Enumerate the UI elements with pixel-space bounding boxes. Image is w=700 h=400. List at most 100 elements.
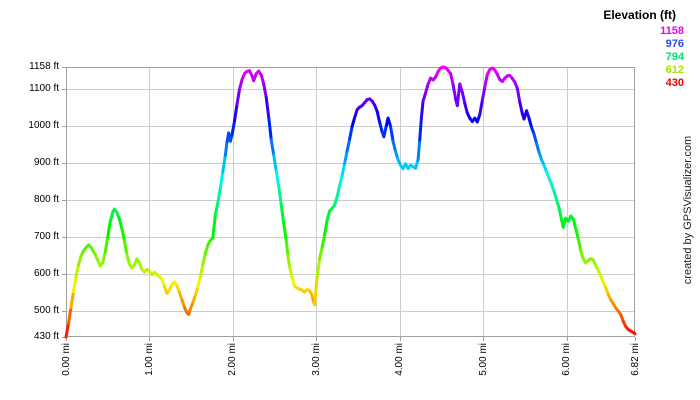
elevation-track-segment: [233, 102, 239, 123]
elevation-track-segment: [340, 161, 347, 177]
x-tick-label: 2.00 mi: [227, 343, 239, 376]
elevation-track-segment: [272, 153, 278, 173]
elevation-track-segment: [264, 95, 271, 119]
elevation-track-segment: [419, 99, 425, 119]
elevation-track-segment: [335, 184, 342, 199]
legend-item: 976: [665, 38, 684, 50]
elevation-track-segment: [201, 252, 207, 267]
elevation-track-segment: [238, 78, 244, 91]
elevation-track-segment: [122, 239, 129, 257]
elevation-track-segment: [515, 87, 522, 105]
elevation-track-segment: [478, 98, 484, 116]
elevation-track-segment: [527, 116, 534, 129]
elevation-track-segment: [64, 322, 71, 339]
elevation-track-segment: [532, 132, 539, 145]
elevation-track-segment: [106, 220, 112, 239]
elevation-track-segment: [218, 170, 225, 190]
legend: Elevation (ft) 1158 976 794 612 430: [603, 8, 684, 90]
elevation-track-segment: [262, 82, 268, 99]
elevation-track-segment: [274, 169, 281, 188]
elevation-track-segment: [389, 124, 395, 143]
elevation-track-segment: [451, 83, 458, 101]
elevation-track-segment: [571, 217, 578, 231]
elevation-track-segment: [518, 101, 524, 116]
y-tick-label: 900 ft: [33, 156, 59, 168]
x-tick-label: 4.00 mi: [394, 343, 406, 376]
elevation-track-segment: [67, 305, 73, 326]
x-tick-label: 3.00 mi: [310, 343, 322, 376]
elevation-track-segment: [69, 290, 76, 309]
elevation-track-segment: [463, 101, 469, 115]
elevation-track-segment: [72, 275, 78, 294]
elevation-track-segment: [284, 239, 290, 257]
legend-item: 1158: [660, 25, 684, 37]
elevation-track-segment: [424, 82, 430, 95]
elevation-track-segment: [449, 72, 455, 87]
elevation-track-segment: [348, 124, 354, 141]
plot-border: [66, 67, 635, 337]
elevation-track-segment: [103, 235, 110, 254]
elevation-track-segment: [216, 186, 222, 205]
x-tick-label: 6.00 mi: [561, 343, 573, 376]
elevation-track-segment: [213, 201, 220, 217]
x-tick-label: 6.82 mi: [629, 343, 641, 376]
elevation-track-segment: [269, 138, 276, 157]
elevation-track-segment: [211, 213, 217, 240]
elevation-track-segment: [557, 206, 564, 222]
elevation-track-segment: [235, 87, 242, 106]
elevation-track-segment: [117, 217, 124, 231]
elevation-track-segment: [418, 115, 423, 142]
elevation-track-segment: [391, 139, 398, 154]
elevation-track-segment: [223, 140, 229, 157]
elevation-track-segment: [323, 218, 329, 237]
elevation-track-segment: [277, 184, 283, 207]
elevation-track-segment: [535, 141, 541, 154]
elevation-track-segment: [382, 124, 388, 139]
x-tick-label: 5.00 mi: [477, 343, 489, 376]
elevation-track-segment: [574, 227, 580, 241]
elevation-track-segment: [350, 115, 357, 128]
elevation-track-segment: [288, 265, 294, 280]
legend-item: 612: [665, 64, 684, 76]
elevation-track-segment: [325, 209, 332, 222]
legend-item: 794: [665, 51, 684, 63]
watermark-credit: created by GPSVisualizer.com: [682, 135, 694, 285]
elevation-track-segment: [286, 253, 292, 269]
y-tick-label: 430 ft: [33, 331, 59, 342]
elevation-track-segment: [480, 85, 487, 102]
elevation-track-segment: [320, 233, 327, 249]
elevation-track-segment: [313, 275, 319, 307]
elevation-track-segment: [125, 253, 131, 266]
elevation-track-segment: [631, 331, 637, 336]
y-tick-label: 1158 ft: [29, 61, 59, 72]
legend-item: 430: [665, 77, 684, 89]
y-tick-label: 800 ft: [33, 193, 59, 205]
elevation-track-segment: [221, 153, 227, 174]
elevation-track-segment: [74, 263, 81, 279]
elevation-track-segment: [101, 250, 107, 265]
elevation-track-segment: [198, 263, 205, 279]
elevation-track-segment: [576, 237, 583, 253]
elevation-track-segment: [338, 173, 344, 188]
elevation-track-segment: [318, 245, 324, 261]
elevation-track-segment: [230, 119, 237, 137]
elevation-track-segment: [343, 149, 349, 165]
y-tick-label: 600 ft: [33, 267, 59, 279]
y-tick-label: 1000 ft: [28, 119, 59, 131]
elevation-track-segment: [460, 90, 467, 105]
x-tick-label: 1.00 mi: [143, 343, 155, 376]
elevation-track-segment: [196, 275, 202, 289]
elevation-track-segment: [483, 72, 489, 89]
elevation-track-segment: [375, 110, 382, 125]
elevation-track-segment: [120, 227, 126, 243]
x-tick-label: 0.00 mi: [60, 343, 72, 376]
elevation-track-segment: [378, 121, 384, 134]
y-tick-label: 1100 ft: [29, 82, 59, 94]
elevation-track-segment: [108, 210, 115, 224]
elevation-track-segment: [282, 222, 288, 243]
y-tick-label: 500 ft: [33, 305, 59, 317]
elevation-track-segment: [279, 203, 286, 226]
elevation-track-segment: [416, 138, 422, 162]
elevation-track-segment: [315, 257, 322, 279]
